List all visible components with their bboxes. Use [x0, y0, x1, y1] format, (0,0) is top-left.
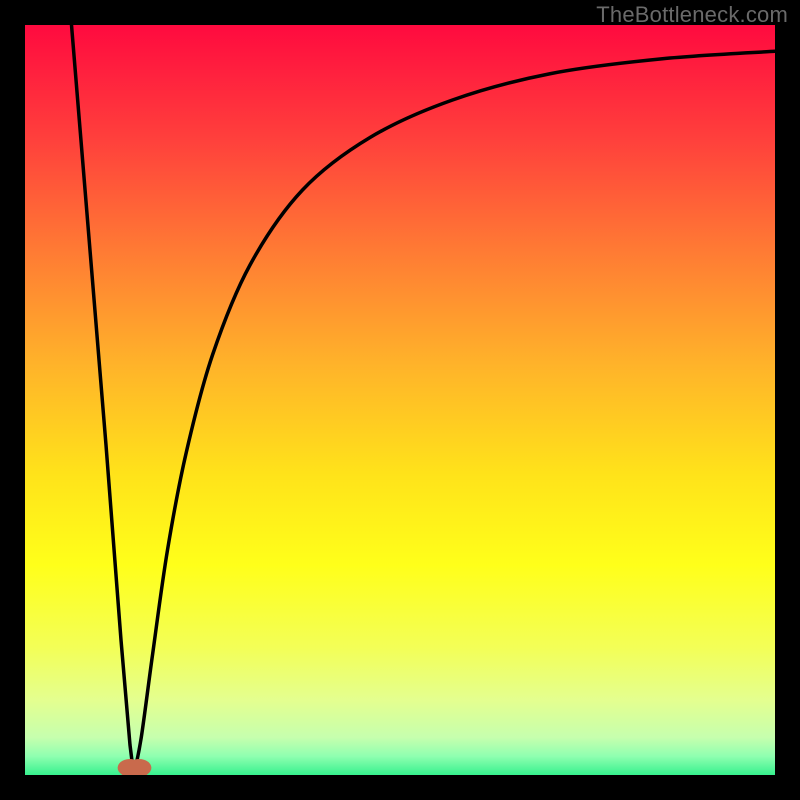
watermark-text: TheBottleneck.com	[596, 2, 788, 28]
figure-root: TheBottleneck.com	[0, 0, 800, 800]
min-marker	[118, 759, 152, 775]
curve-layer	[25, 25, 775, 775]
plot-area	[25, 25, 775, 775]
bottleneck-curve	[72, 25, 776, 775]
